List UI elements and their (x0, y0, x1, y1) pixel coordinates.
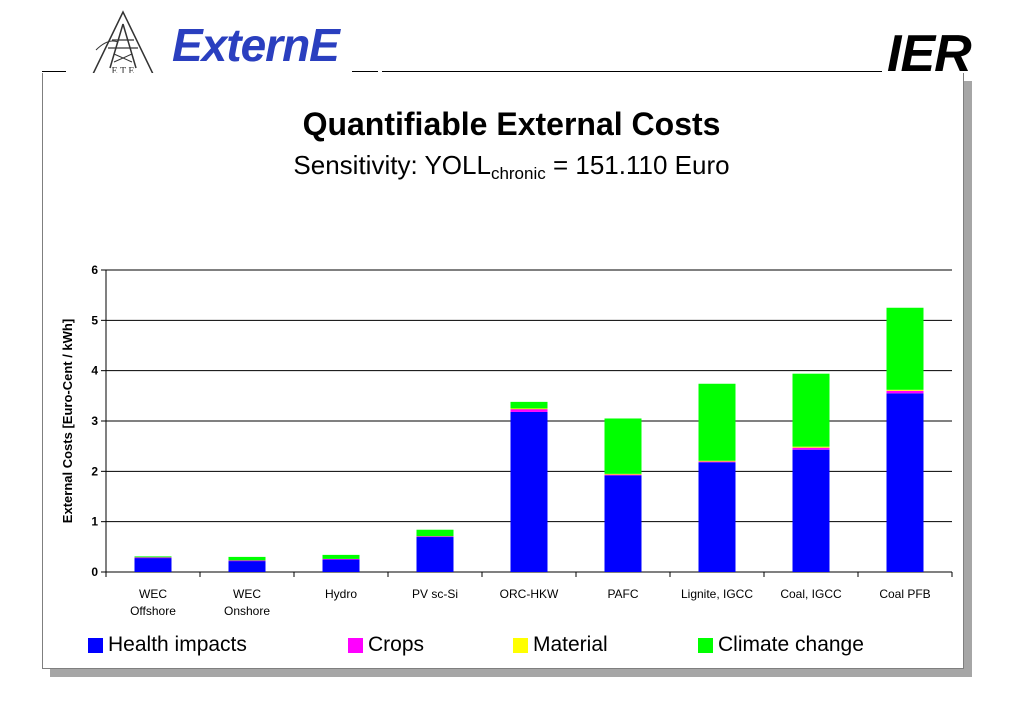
bar-segment (322, 554, 360, 559)
bar-segment (698, 383, 736, 461)
legend-label-material: Material (533, 633, 608, 656)
bar-segment (416, 536, 454, 572)
legend-swatch-health (88, 637, 103, 653)
chart-subtitle: Sensitivity: YOLLchronic = 151.110 Euro (0, 150, 1023, 184)
bar-segment (322, 558, 360, 560)
bar-segment (510, 401, 548, 409)
bar-segment (416, 529, 454, 537)
externe-logo: ExternE (172, 19, 340, 71)
x-tick-label: Coal PFB (879, 587, 930, 601)
subtitle-subscript: chronic (490, 164, 546, 183)
legend-label-climate: Climate change (718, 633, 864, 656)
header-rule-left (42, 71, 66, 72)
ier-logo: IER (887, 25, 972, 83)
legend-swatch-material (513, 637, 528, 653)
bar-segment (886, 393, 924, 572)
y-tick-label: 4 (91, 364, 98, 378)
bar-segment (134, 557, 172, 572)
legend-item-climate: Climate change (698, 633, 864, 657)
y-tick-label: 3 (91, 414, 98, 428)
chart-legend: Health impacts Crops Material Climate ch… (0, 633, 1023, 663)
legend-swatch-crops (348, 637, 363, 653)
bar-segment (604, 475, 642, 572)
bar-segment (228, 556, 266, 561)
bar-segment (134, 556, 172, 558)
x-tick-label: Onshore (224, 604, 270, 618)
bar-segment (510, 408, 548, 410)
bar-segment (604, 474, 642, 476)
bar-segment (510, 411, 548, 572)
bar-segment (134, 557, 172, 559)
y-tick-label: 6 (91, 263, 98, 277)
x-tick-label: PAFC (607, 587, 638, 601)
bar-segment (886, 307, 924, 390)
y-axis-label: External Costs [Euro-Cent / kWh] (60, 319, 75, 523)
bar-segment (322, 559, 360, 572)
y-tick-label: 1 (91, 515, 98, 529)
bar-segment (228, 560, 266, 572)
bar-segment (510, 408, 548, 412)
subtitle-prefix: Sensitivity: YOLL (293, 150, 491, 180)
subtitle-suffix: = 151.110 Euro (545, 150, 730, 180)
bar-segment (792, 373, 830, 447)
bar-segment (792, 449, 830, 572)
legend-swatch-climate (698, 637, 713, 653)
x-tick-label: WEC (139, 587, 167, 601)
header-rule-right (382, 71, 882, 72)
externe-tower-logo-icon: E T E (90, 10, 156, 77)
bar-segment (228, 560, 266, 562)
bar-segment (886, 389, 924, 391)
x-tick-label: Coal, IGCC (780, 587, 842, 601)
legend-label-crops: Crops (368, 633, 425, 656)
x-tick-label: Lignite, IGCC (681, 587, 753, 601)
bar-segment (604, 418, 642, 474)
bar-segment (698, 461, 736, 463)
legend-item-health: Health impacts (88, 633, 247, 657)
x-tick-label: Offshore (130, 604, 176, 618)
x-tick-label: WEC (233, 587, 261, 601)
x-tick-label: ORC-HKW (500, 587, 559, 601)
bar-segment (698, 462, 736, 572)
bar-segment (416, 536, 454, 538)
bar-segment (604, 473, 642, 475)
legend-label-health: Health impacts (108, 633, 247, 656)
bar-segment (792, 446, 830, 448)
tower-logo-letters: E T E (112, 66, 135, 77)
chart-title: Quantifiable External Costs (302, 106, 721, 142)
bar-segment (886, 390, 924, 394)
bar-segment (792, 447, 830, 450)
legend-item-crops: Crops (348, 633, 424, 657)
y-tick-label: 2 (91, 464, 98, 478)
header-rule-mid (352, 71, 378, 72)
y-tick-label: 5 (91, 313, 98, 327)
y-tick-label: 0 (91, 565, 98, 579)
bar-segment (698, 460, 736, 462)
x-tick-label: PV sc-Si (412, 587, 458, 601)
legend-item-material: Material (513, 633, 608, 657)
x-tick-label: Hydro (325, 587, 357, 601)
